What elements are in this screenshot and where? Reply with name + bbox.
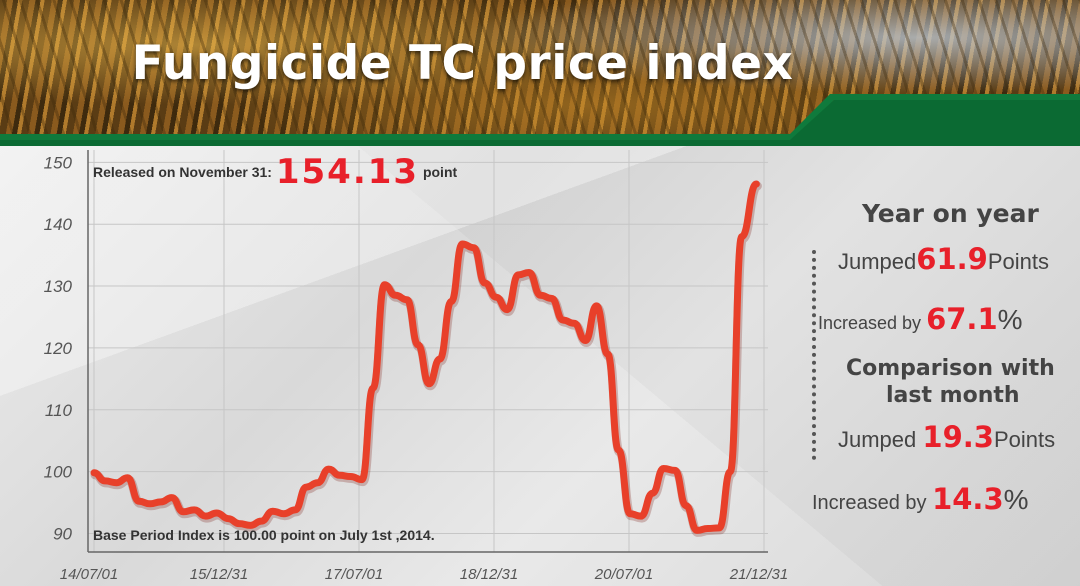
green-accent-band [0,94,1080,160]
y-tick-label: 100 [44,463,73,482]
y-tick-label: 90 [53,524,72,543]
release-note-value: 154.13 [275,152,420,192]
yoy-increase-value: 67.1 [926,302,998,336]
y-tick-label: 130 [44,277,73,296]
stats-divider [812,250,816,460]
y-tick-label: 150 [44,153,73,172]
mom-increase-suffix: % [1003,484,1029,515]
yoy-jumped-suffix: Points [987,249,1049,274]
yoy-jumped: Jumped61.9Points [838,242,1049,276]
banner-background [0,0,1080,150]
series-line [90,180,760,534]
x-tick-label: 21/12/31 [729,566,788,583]
release-note: Released on November 31: 154.13 point [93,152,457,192]
mom-increase-value: 14.3 [932,482,1004,516]
mom-jumped-value: 19.3 [922,420,994,454]
y-tick-label: 140 [44,215,73,234]
y-tick-label: 120 [44,339,73,358]
mom-increase-prefix: Increased by [812,492,927,514]
mom-title-line2: last month [886,383,1020,408]
yoy-jumped-prefix: Jumped [838,249,917,274]
mom-title-line1: Comparison with [846,356,1055,381]
x-tick-label: 17/07/01 [325,566,383,583]
y-tick-label: 110 [45,401,73,420]
x-tick-label: 14/07/01 [60,566,118,583]
page-title: Fungicide TC price index [131,36,794,91]
mom-jumped-prefix: Jumped [838,427,917,452]
release-note-suffix: point [422,164,458,180]
release-note-prefix: Released on November 31: [93,164,272,180]
yoy-jumped-value: 61.9 [916,242,988,276]
mom-jumped-suffix: Points [993,427,1056,452]
mom-jumped: Jumped 19.3Points [838,420,1055,454]
x-tick-label: 20/07/01 [594,566,653,583]
mom-increase: Increased by 14.3% [812,482,1029,516]
yoy-increase: Increased by 67.1% [818,302,1023,336]
yoy-title: Year on year [862,199,1039,228]
yoy-increase-prefix: Increased by [818,313,922,333]
x-tick-label: 15/12/31 [190,566,248,583]
base-period-note: Base Period Index is 100.00 point on Jul… [93,527,435,543]
yoy-increase-suffix: % [997,304,1023,335]
x-tick-label: 18/12/31 [460,566,518,583]
